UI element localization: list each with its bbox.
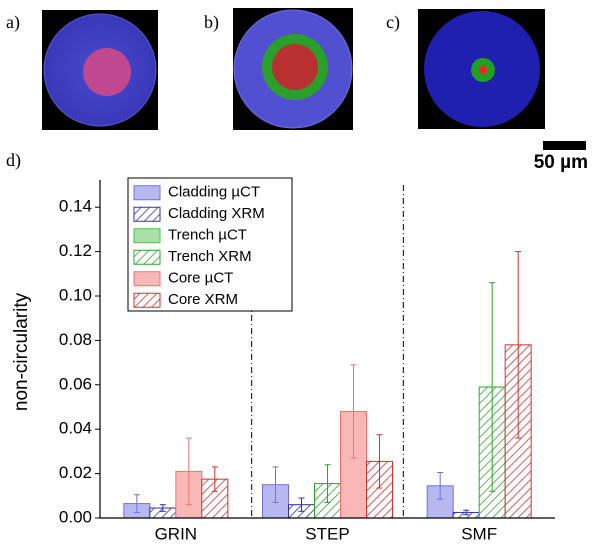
panel-label: a) <box>6 12 20 33</box>
figure: a) b) c) 50 µm d) non-circularity 0.00 0.… <box>0 0 593 544</box>
x-tick-label: GRIN <box>155 524 198 543</box>
panel-label: d) <box>6 150 21 171</box>
legend-swatch <box>134 229 160 243</box>
legend-swatch <box>134 293 160 307</box>
legend-label: Trench XRM <box>168 248 252 265</box>
scale-bar-label: 50 µm <box>534 152 588 173</box>
legend-label: Cladding µCT <box>168 184 260 201</box>
y-tick-label: 0.04 <box>59 419 92 438</box>
y-tick-label: 0.08 <box>59 330 92 349</box>
legend-label: Trench µCT <box>168 227 247 244</box>
legend-swatch <box>134 186 160 200</box>
legend-label: Core µCT <box>168 270 233 287</box>
y-tick-label: 0.10 <box>59 285 92 304</box>
y-tick-label: 0.06 <box>59 374 92 393</box>
x-tick-label: SMF <box>461 524 497 543</box>
y-tick-label: 0.02 <box>59 463 92 482</box>
y-tick-label: 0.00 <box>59 507 92 526</box>
core <box>272 44 318 90</box>
core <box>479 66 487 74</box>
y-axis-label: non-circularity <box>11 292 32 411</box>
legend-label: Cladding XRM <box>168 205 265 222</box>
legend-label: Core XRM <box>168 291 238 308</box>
core <box>83 48 131 96</box>
panel-label: b) <box>204 12 219 33</box>
x-tick-label: STEP <box>305 524 349 543</box>
legend-swatch <box>134 207 160 221</box>
y-tick-label: 0.14 <box>59 197 92 216</box>
legend-swatch <box>134 272 160 286</box>
scale-bar <box>543 141 586 150</box>
y-tick-label: 0.12 <box>59 241 92 260</box>
legend-swatch <box>134 250 160 264</box>
page: {"figure": {"panel_labels": ["a)", "b)",… <box>0 0 593 544</box>
panel-label: c) <box>386 12 400 33</box>
